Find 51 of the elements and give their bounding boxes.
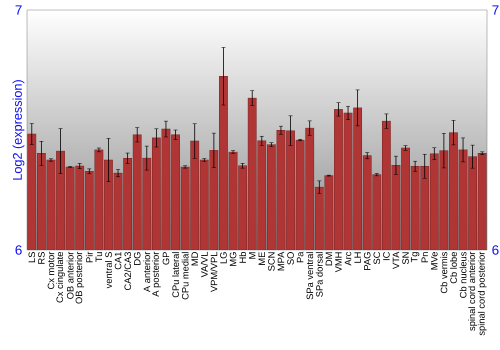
x-tick-label: Cx cingulate — [56, 252, 65, 302]
x-tick-label: MPA — [278, 252, 284, 270]
x-tick-label: Pa — [296, 252, 304, 262]
x-tick-label: IC — [383, 252, 390, 260]
x-tick-label: Cb nucleus — [460, 252, 466, 298]
x-tick-label: Cx motor — [48, 252, 54, 289]
x-tick-label: VTA — [392, 252, 400, 270]
x-tick-label: spinal cord posterior — [478, 252, 487, 336]
x-tick-label: M — [249, 252, 256, 259]
x-tick-label: DM — [326, 252, 332, 266]
x-tick-label: LG — [220, 252, 227, 264]
x-tick-label: SO — [287, 252, 294, 265]
x-tick-label: GP — [162, 252, 170, 265]
x-tick-label: spinal cord anterior — [468, 252, 477, 331]
x-tick-label: SCN — [268, 252, 275, 271]
y-axis-title: Log2 (expression) — [12, 80, 24, 180]
x-tick-label: LS — [28, 252, 36, 262]
x-tick-label: MG — [230, 252, 236, 266]
x-tick-label: OB posterior — [75, 252, 84, 304]
x-tick-label: MVe — [431, 252, 438, 270]
x-tick-label: Cb vermis — [440, 252, 448, 294]
x-tick-label: Cb lobe — [450, 252, 457, 284]
x-tick-label: A posterior — [152, 252, 161, 297]
y2-tick-label: 7 — [492, 5, 498, 15]
x-tick-label: VPM/VPL — [210, 252, 218, 292]
x-tick-label: PAG — [364, 252, 371, 270]
x-tick-label: Pir — [86, 252, 93, 262]
x-tick-label: CA2/CA3 — [124, 252, 132, 290]
x-tick-label: ME — [258, 252, 266, 265]
x-tick-label: Hb — [239, 252, 246, 263]
x-tick-label: CPu medial — [182, 252, 189, 300]
x-tick-label: RS — [38, 252, 45, 264]
x-tick-label: A anterior — [143, 252, 150, 292]
x-tick-label: MD — [192, 252, 198, 266]
y2-tick-label: 6 — [492, 245, 499, 255]
x-tick-label: Pn — [422, 252, 428, 262]
x-tick-label: OB anterior — [66, 252, 74, 299]
x-tick-label: Tg — [410, 252, 420, 262]
x-tick-label: VMH — [335, 252, 342, 272]
x-tick-label: CA1 — [114, 252, 122, 270]
x-tick-label: Arc — [344, 252, 352, 266]
x-tick-label: SC — [374, 252, 380, 264]
x-tick-label: ventral S — [105, 252, 112, 288]
x-tick-label: CPu lateral — [172, 252, 179, 298]
x-tick-label: SPa dorsal — [316, 252, 323, 297]
x-tick-label: VA/VL — [200, 252, 208, 278]
x-tick-label: DG — [134, 252, 141, 265]
x-tick-label: SN — [402, 252, 409, 264]
x-tick-label: LH — [354, 252, 361, 263]
x-tick-label: SPa ventral — [306, 252, 314, 300]
x-tick-label: Tu — [96, 252, 102, 262]
